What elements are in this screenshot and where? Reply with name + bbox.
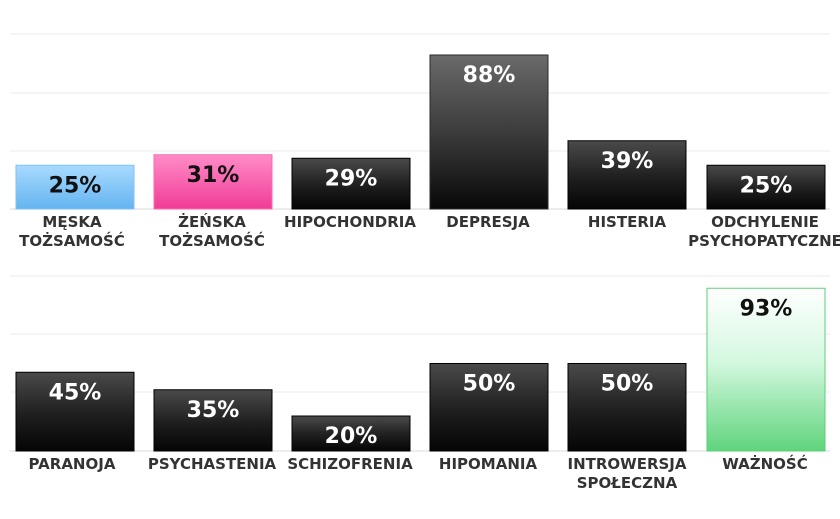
data-label: 88% — [463, 63, 516, 88]
category-label: MĘSKA — [42, 213, 102, 231]
data-label: 25% — [49, 173, 102, 198]
bar — [706, 164, 826, 210]
bar — [429, 54, 549, 210]
category-label: PARANOJA — [29, 455, 116, 473]
category-label: SCHIZOFRENIA — [287, 455, 413, 473]
category-label: INTROWERSJA — [567, 455, 686, 473]
bar — [153, 389, 273, 452]
data-label: 45% — [49, 380, 102, 405]
data-label: 50% — [463, 372, 516, 397]
data-label: 20% — [325, 424, 378, 449]
bar — [153, 154, 273, 210]
bar — [706, 287, 826, 452]
bar — [15, 371, 135, 452]
category-label: PSYCHASTENIA — [148, 455, 277, 473]
category-label: WAŻNOŚĆ — [722, 454, 807, 473]
category-label: HISTERIA — [588, 213, 667, 231]
data-label: 39% — [601, 149, 654, 174]
category-label: ODCHYLENIE — [711, 213, 819, 231]
category-label: HIPOMANIA — [439, 455, 538, 473]
bar — [15, 164, 135, 210]
upper-chart-panel: 25%MĘSKATOŻSAMOŚĆ31%ŻEŃSKATOŻSAMOŚĆ29%HI… — [10, 33, 840, 250]
category-label: HIPOCHONDRIA — [284, 213, 416, 231]
category-label: PSYCHOPATYCZNE — [688, 232, 840, 250]
bar — [429, 363, 549, 452]
data-label: 29% — [325, 166, 378, 191]
bar — [567, 363, 687, 452]
category-label: TOŻSAMOŚĆ — [159, 231, 265, 250]
category-label: ŻEŃSKA — [178, 212, 246, 231]
lower-chart-panel: 45% PARANOJA 35% PSYCHASTENIA 20% SCHIZOFRENI… — [10, 275, 830, 492]
bar — [291, 415, 411, 452]
category-label: DEPRESJA — [446, 213, 530, 231]
data-label: 25% — [740, 173, 793, 198]
category-label: TOŻSAMOŚĆ — [19, 231, 125, 250]
bar — [291, 157, 411, 210]
data-label: 50% — [601, 372, 654, 397]
data-label: 31% — [187, 163, 240, 188]
bar — [567, 140, 687, 210]
data-label: 35% — [187, 398, 240, 423]
category-label: SPOŁECZNA — [577, 474, 678, 492]
data-label: 93% — [740, 296, 793, 321]
